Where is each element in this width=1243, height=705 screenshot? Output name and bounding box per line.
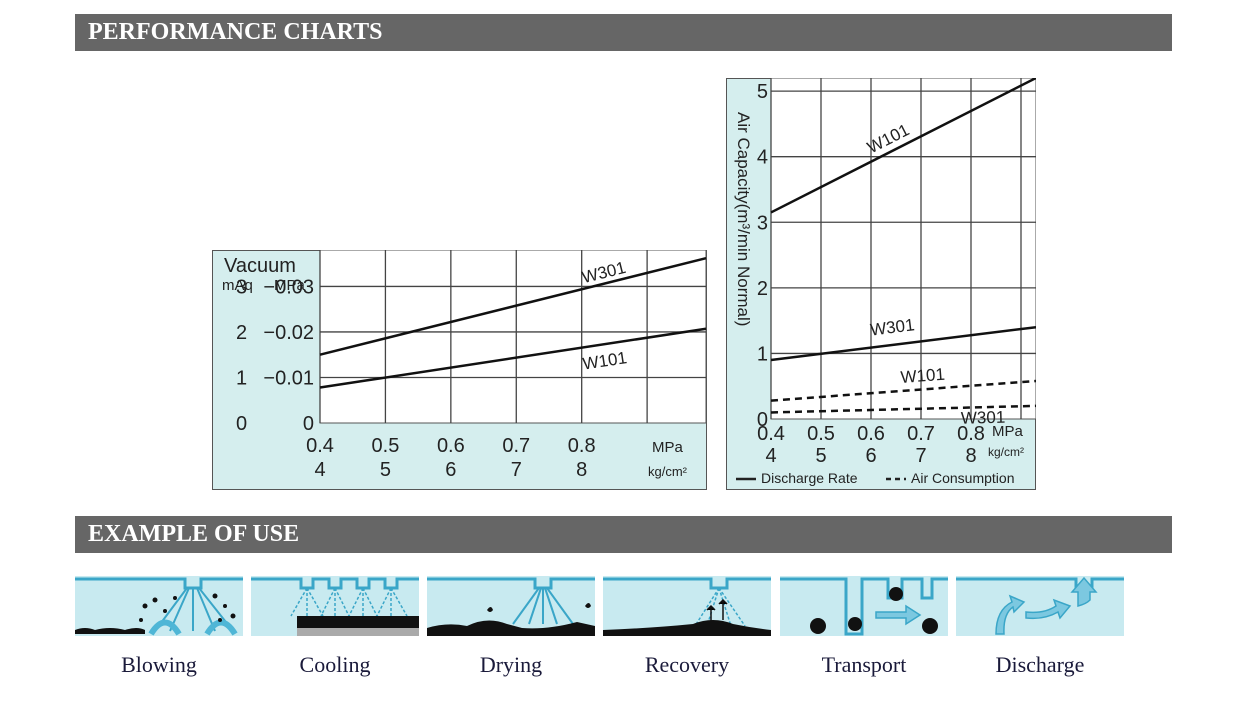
use-label-drying: Drying (479, 652, 543, 677)
example-of-use-heading: EXAMPLE OF USE (75, 516, 1172, 553)
discharge-illustration (956, 576, 1124, 636)
air-xtick-kgcm2: 4 (765, 445, 776, 467)
air-ytick: 5 (757, 81, 768, 103)
air-xtick-mpa: 0.5 (807, 423, 835, 445)
use-recovery: Recovery (603, 576, 771, 677)
air-xtick-kgcm2: 6 (865, 445, 876, 467)
use-blowing: Blowing (75, 576, 243, 677)
use-drying: Drying (427, 576, 595, 677)
air-series-w101-solid (770, 78, 1036, 214)
air-x-unit-mpa: MPa (992, 423, 1024, 440)
vacuum-unit-mpa: MPa (274, 277, 306, 294)
air-xtick-mpa: 0.7 (907, 423, 935, 445)
vacuum-xtick-kgcm2: 8 (576, 459, 587, 481)
air-x-unit-kgcm2: kg/cm² (988, 445, 1024, 459)
vacuum-xtick-mpa: 0.5 (372, 435, 400, 457)
vacuum-xtick-kgcm2: 4 (314, 459, 325, 481)
use-label-cooling: Cooling (299, 652, 371, 677)
air-xtick-mpa: 0.8 (957, 423, 985, 445)
air-ytick: 1 (757, 343, 768, 365)
air-series-w301-dashed (770, 404, 1036, 414)
vacuum-unit-maq: mAq (222, 277, 253, 294)
vacuum-ytick-mpa: −0.02 (263, 322, 314, 344)
use-discharge: Discharge (956, 576, 1124, 677)
legend-air-consumption: Air Consumption (911, 470, 1015, 486)
recovery-illustration (603, 576, 771, 636)
use-label-transport: Transport (821, 652, 907, 677)
air-series-label: W101 (900, 365, 946, 387)
air-xtick-kgcm2: 7 (915, 445, 926, 467)
air-ytick: 4 (757, 147, 768, 169)
air-series-w101-dashed (770, 379, 1036, 402)
vacuum-xtick-kgcm2: 6 (445, 459, 456, 481)
transport-illustration (780, 576, 948, 636)
vacuum-x-unit-mpa: MPa (652, 439, 684, 456)
vacuum-xtick-mpa: 0.8 (568, 435, 596, 457)
vacuum-xtick-kgcm2: 7 (511, 459, 522, 481)
air-series-w301-solid (770, 325, 1036, 362)
drying-illustration (427, 576, 595, 636)
air-xtick-kgcm2: 8 (965, 445, 976, 467)
vacuum-series-w101 (319, 327, 707, 389)
use-transport: Transport (780, 576, 948, 677)
vacuum-ytick-mpa: 0 (303, 413, 314, 435)
vacuum-ytick-mpa: −0.01 (263, 367, 314, 389)
vacuum-ytick-mpa: −0.03 (263, 276, 314, 298)
performance-charts-heading: PERFORMANCE CHARTS (75, 14, 1172, 51)
use-cooling: Cooling (251, 576, 419, 677)
cooling-illustration (251, 576, 419, 636)
vacuum-xtick-kgcm2: 5 (380, 459, 391, 481)
vacuum-xtick-mpa: 0.6 (437, 435, 465, 457)
vacuum-series-w301 (319, 256, 707, 356)
air-ytick: 3 (757, 212, 768, 234)
blowing-illustration (75, 576, 243, 636)
air-xtick-mpa: 0.4 (757, 423, 785, 445)
legend-discharge-rate: Discharge Rate (761, 470, 858, 486)
air-xtick-mpa: 0.6 (857, 423, 885, 445)
air-ytick: 0 (757, 409, 768, 431)
use-label-recovery: Recovery (644, 652, 730, 677)
vacuum-ytick-maq: 0 (236, 413, 247, 435)
vacuum-ytick-maq: 2 (236, 322, 247, 344)
air-capacity-ylabel: Air Capacity(m³/min Normal) (734, 112, 753, 326)
air-series-label: W301 (961, 408, 1006, 428)
vacuum-xtick-mpa: 0.7 (502, 435, 530, 457)
air-ytick: 2 (757, 278, 768, 300)
vacuum-xtick-mpa: 0.4 (306, 435, 334, 457)
vacuum-x-unit-kgcm2: kg/cm² (648, 464, 688, 479)
use-label-discharge: Discharge (995, 652, 1085, 677)
vacuum-ytick-maq: 3 (236, 276, 247, 298)
use-label-blowing: Blowing (121, 652, 197, 677)
air-xtick-kgcm2: 5 (815, 445, 826, 467)
vacuum-title: Vacuum (224, 255, 296, 277)
vacuum-ytick-maq: 1 (236, 367, 247, 389)
